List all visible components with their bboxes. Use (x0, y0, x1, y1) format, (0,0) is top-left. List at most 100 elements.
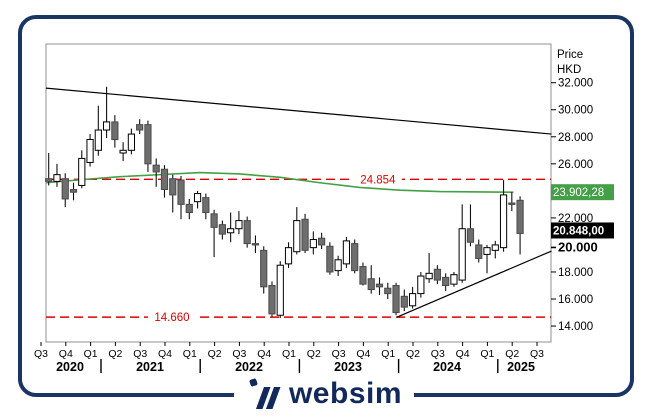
candle-body-up (293, 220, 301, 253)
candle-body-down (516, 199, 524, 234)
candle-body-down (442, 276, 450, 287)
moving-average-line (46, 171, 514, 194)
price-tick-label-32.000: 32.000 (558, 78, 593, 90)
axis-badge-label-23.902,28: 23.902,28 (553, 187, 604, 199)
candle-body-up (425, 272, 433, 280)
quarter-label-20: Q3 (530, 348, 544, 360)
websim-logo-text: websim (288, 377, 403, 410)
quarter-label-19: Q2 (505, 348, 519, 360)
candle-body-up (458, 228, 466, 281)
candle-body-up (94, 129, 102, 151)
candle-body-up (235, 220, 243, 230)
candle-body-up (276, 264, 284, 316)
quarter-label-14: Q1 (381, 348, 395, 360)
year-label-2024: 2024 (433, 360, 461, 374)
quarter-label-5: Q4 (158, 348, 172, 360)
candle-body-down (111, 121, 119, 140)
chart-frame (18, 15, 634, 397)
price-tick-label-16.000: 16.000 (558, 294, 593, 306)
level-label-14.660: 14.660 (154, 312, 189, 324)
candle-body-down (392, 285, 400, 314)
price-tick-label-20.000: 20.000 (558, 239, 598, 254)
quarter-label-8: Q3 (232, 348, 246, 360)
candle-body-up (102, 121, 111, 131)
candle-body-down (210, 213, 218, 228)
quarter-label-16: Q3 (431, 348, 445, 360)
price-tick-label-18.000: 18.000 (558, 267, 593, 279)
quarter-label-11: Q2 (307, 348, 321, 360)
candle-body-down (177, 179, 185, 205)
candle-body-down (218, 224, 226, 235)
candle-body-down (202, 197, 210, 213)
candle-body-down (268, 285, 276, 315)
plot-area-border (45, 43, 552, 343)
level-label-bg (147, 310, 196, 324)
candle-body-down (318, 237, 326, 246)
candle-body-down (301, 218, 309, 251)
candle-body-down (260, 249, 268, 288)
quarter-label-13: Q4 (356, 348, 370, 360)
trendline-ascending-support (396, 250, 552, 318)
candle-body-up (408, 293, 417, 307)
candle-body-up (483, 247, 491, 255)
candle-body-down (251, 243, 260, 246)
level-label-24.854: 24.854 (360, 174, 396, 186)
candle-body-down (375, 283, 384, 288)
quarter-label-18: Q1 (480, 348, 494, 360)
quarter-label-6: Q1 (183, 348, 197, 360)
candle-body-up (119, 149, 127, 154)
quarter-label-15: Q2 (406, 348, 420, 360)
candle-body-down (400, 295, 408, 308)
candle-body-down (466, 228, 475, 243)
candle-body-down (185, 203, 193, 213)
price-tick-label-28.000: 28.000 (558, 132, 593, 144)
quarter-label-3: Q2 (108, 348, 122, 360)
candle-body-up (342, 240, 351, 265)
price-tick-label-26.000: 26.000 (558, 159, 593, 171)
quarter-label-10: Q1 (282, 348, 296, 360)
candle-body-down (433, 268, 441, 281)
candle-body-down (351, 243, 359, 272)
candle-body-up (53, 174, 61, 182)
axis-title-currency: HKD (557, 64, 581, 76)
quarter-label-9: Q4 (257, 348, 271, 360)
price-tick-label-14.000: 14.000 (558, 321, 593, 333)
candle-body-down (359, 266, 367, 285)
quarter-label-17: Q4 (456, 348, 470, 360)
candle-body-up (491, 244, 499, 251)
candle-body-up (309, 239, 317, 249)
candle-body-down (367, 278, 375, 291)
candle-body-up (86, 138, 94, 163)
year-label-2023: 2023 (334, 360, 362, 374)
quarter-label-4: Q3 (133, 348, 147, 360)
trendline-descending-resistance (45, 87, 552, 135)
candle-body-down (384, 287, 392, 295)
candle-body-up (499, 194, 508, 249)
axis-badge (551, 184, 614, 201)
quarter-label-0: Q3 (34, 348, 48, 360)
candle-body-down (169, 178, 177, 196)
year-label-2025: 2025 (507, 360, 535, 374)
year-label-2020: 2020 (56, 360, 84, 374)
candle-body-down (160, 168, 169, 191)
websim-logo-icon (249, 378, 281, 409)
candle-body-up (450, 274, 458, 285)
quarter-label-2: Q1 (84, 348, 98, 360)
candle-body-up (193, 193, 202, 203)
candle-body-up (227, 228, 235, 234)
candle-body-down (243, 220, 251, 245)
level-label-bg (353, 172, 402, 186)
price-tick-label-30.000: 30.000 (558, 105, 593, 117)
candle-body-down (136, 124, 144, 131)
candle-body-down (475, 244, 483, 259)
candle-body-down (508, 202, 516, 205)
candle-body-up (334, 259, 342, 272)
year-label-2021: 2021 (136, 360, 164, 374)
quarter-label-7: Q2 (208, 348, 222, 360)
candle-body-down (152, 164, 160, 173)
price-tick-label-22.000: 22.000 (558, 213, 593, 225)
quarter-label-12: Q3 (332, 348, 346, 360)
websim-logo: websim (233, 373, 415, 415)
